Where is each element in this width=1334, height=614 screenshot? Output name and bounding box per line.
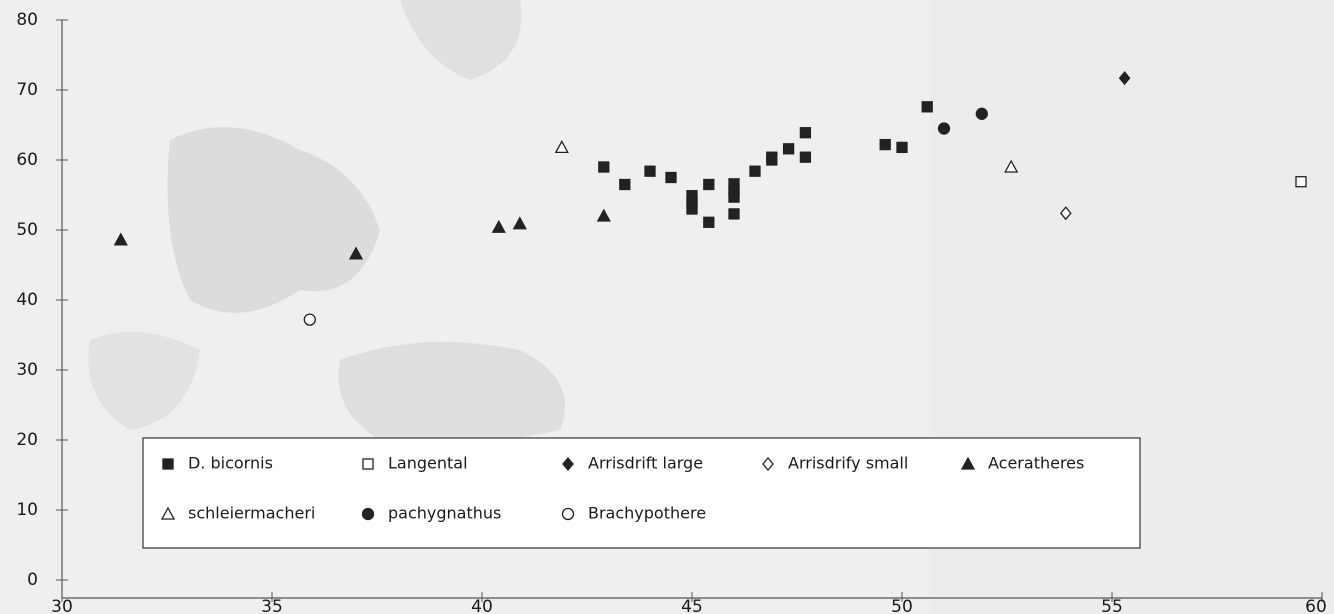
x-tick-label: 45: [681, 597, 703, 614]
point: [113, 232, 128, 246]
point: [665, 171, 677, 184]
point: [644, 165, 656, 177]
point: [799, 151, 812, 163]
legend: D. bicornis Langental Arrisdrift large Arri…: [142, 437, 1141, 549]
point: [782, 143, 795, 155]
legend-marker: [362, 458, 374, 470]
point: [1059, 206, 1072, 221]
point: [879, 138, 891, 151]
x-tick-label: 50: [891, 597, 913, 614]
point: [921, 101, 933, 113]
point: [512, 216, 527, 230]
point: [554, 140, 569, 154]
point: [348, 246, 364, 260]
x-tick-label: 35: [261, 597, 283, 614]
y-tick-label: 30: [16, 360, 38, 380]
point: [686, 203, 698, 215]
point: [596, 208, 611, 222]
legend-label: D. bicornis: [188, 454, 273, 473]
x-tick-label: 40: [471, 597, 493, 614]
point: [896, 141, 908, 154]
point: [1004, 159, 1019, 173]
legend-label: Aceratheres: [988, 454, 1084, 473]
legend-marker: [562, 456, 574, 472]
y-tick-label: 50: [16, 220, 38, 240]
legend-label: Langental: [388, 454, 468, 473]
legend-label: Arrisdrify small: [788, 454, 908, 473]
point: [728, 191, 740, 203]
legend-marker: [162, 458, 174, 470]
point: [1118, 71, 1131, 86]
point: [749, 165, 761, 177]
point: [598, 161, 610, 173]
legend-marker: [960, 456, 976, 470]
legend-marker: [160, 506, 176, 520]
legend-marker: [561, 507, 575, 521]
y-tick-label: 60: [16, 150, 38, 170]
legend-label: schleiermacheri: [188, 504, 315, 523]
legend-label: pachygnathus: [388, 504, 501, 523]
legend-label: Brachypothere: [588, 504, 706, 523]
x-tick-label: 30: [51, 597, 73, 614]
legend-label: Arrisdrift large: [588, 454, 703, 473]
point: [619, 178, 631, 191]
point: [975, 107, 988, 120]
point: [703, 178, 715, 191]
y-tick-label: 40: [16, 290, 38, 310]
y-tick-label: 0: [27, 570, 38, 590]
point: [303, 313, 316, 326]
x-tick-label: 60: [1305, 597, 1327, 614]
y-tick-label: 80: [16, 10, 38, 30]
x-tick-label: 55: [1101, 597, 1123, 614]
y-tick-label: 10: [16, 500, 38, 520]
y-tick-label: 70: [16, 80, 38, 100]
y-tick-label: 20: [16, 430, 38, 450]
point: [703, 216, 715, 228]
point: [766, 151, 778, 163]
point: [491, 219, 506, 233]
point: [1295, 176, 1307, 188]
legend-marker: [361, 507, 375, 521]
point: [937, 122, 951, 135]
legend-marker: [762, 456, 774, 472]
point: [799, 127, 812, 139]
point: [728, 208, 740, 220]
